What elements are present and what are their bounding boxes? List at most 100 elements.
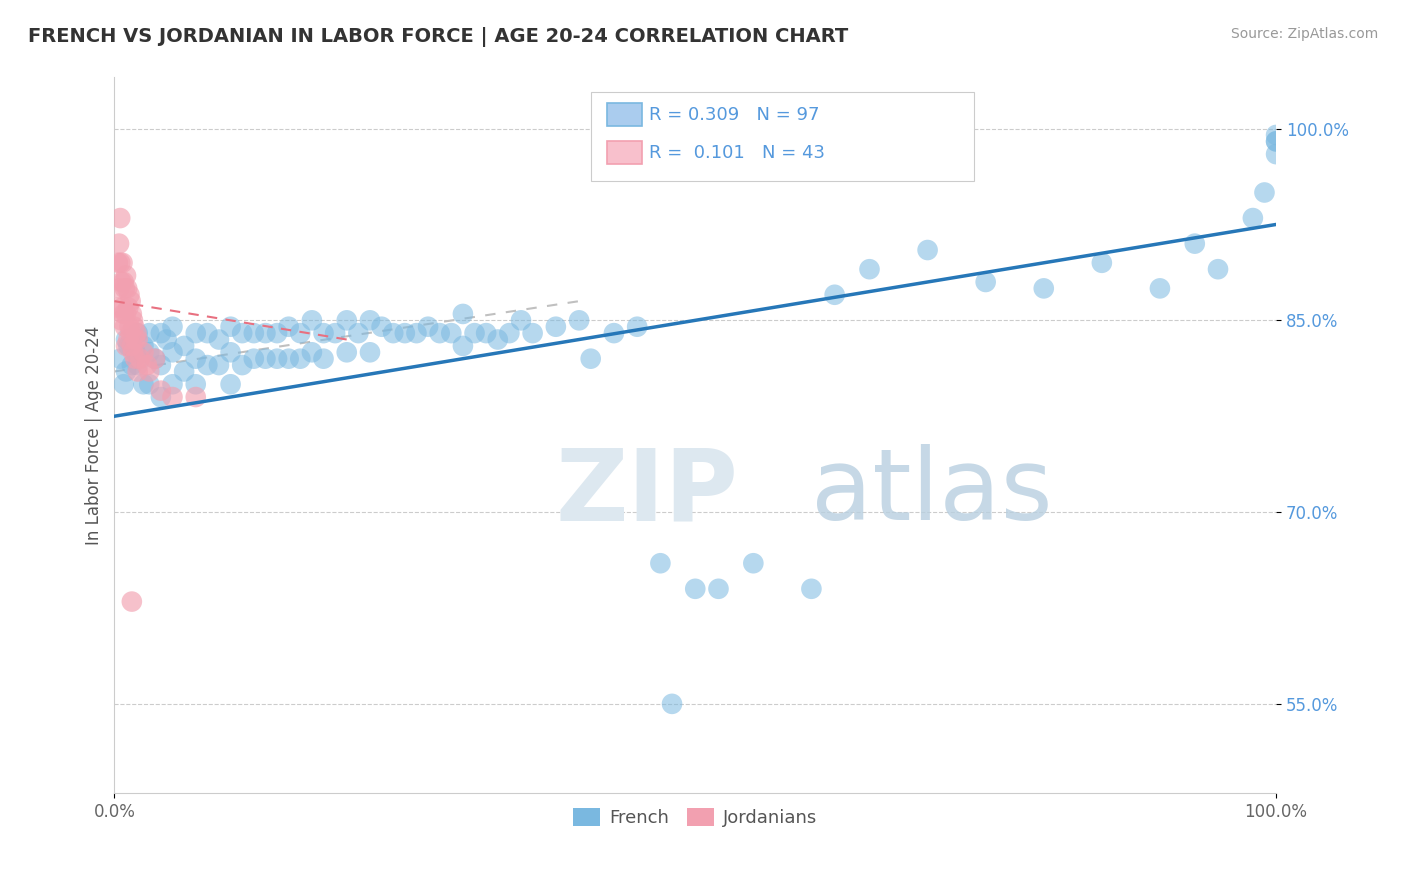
- Jordanians: [112, 307, 135, 321]
- French: [138, 326, 160, 340]
- Jordanians: [108, 281, 131, 295]
- French: [115, 364, 138, 378]
- Jordanians: [127, 333, 149, 347]
- French: [974, 275, 997, 289]
- French: [336, 345, 359, 359]
- Text: Source: ZipAtlas.com: Source: ZipAtlas.com: [1230, 27, 1378, 41]
- Jordanians: [117, 301, 139, 315]
- French: [110, 351, 132, 366]
- French: [475, 326, 498, 340]
- French: [112, 377, 135, 392]
- French: [498, 326, 520, 340]
- French: [347, 326, 370, 340]
- Text: FRENCH VS JORDANIAN IN LABOR FORCE | AGE 20-24 CORRELATION CHART: FRENCH VS JORDANIAN IN LABOR FORCE | AGE…: [28, 27, 848, 46]
- FancyBboxPatch shape: [591, 92, 974, 181]
- French: [149, 326, 172, 340]
- French: [359, 345, 381, 359]
- French: [1265, 134, 1288, 148]
- French: [336, 313, 359, 327]
- Jordanians: [132, 345, 155, 359]
- French: [301, 313, 323, 327]
- French: [568, 313, 591, 327]
- French: [121, 358, 143, 372]
- French: [173, 339, 195, 353]
- French: [544, 319, 567, 334]
- French: [1206, 262, 1229, 277]
- French: [124, 345, 146, 359]
- Jordanians: [110, 256, 132, 270]
- Jordanians: [115, 339, 138, 353]
- French: [416, 319, 439, 334]
- Jordanians: [124, 333, 146, 347]
- Jordanians: [107, 301, 129, 315]
- French: [312, 351, 335, 366]
- French: [219, 345, 242, 359]
- Jordanians: [138, 364, 160, 378]
- Jordanians: [108, 236, 131, 251]
- Jordanians: [114, 281, 136, 295]
- French: [143, 351, 166, 366]
- French: [486, 333, 509, 347]
- French: [254, 351, 277, 366]
- French: [149, 390, 172, 404]
- French: [149, 358, 172, 372]
- Jordanians: [149, 384, 172, 398]
- French: [359, 313, 381, 327]
- Text: ZIP: ZIP: [555, 444, 738, 541]
- French: [290, 326, 312, 340]
- Jordanians: [162, 390, 184, 404]
- French: [219, 377, 242, 392]
- French: [138, 345, 160, 359]
- French: [312, 326, 335, 340]
- Text: R = 0.309   N = 97: R = 0.309 N = 97: [648, 105, 820, 124]
- Jordanians: [120, 326, 142, 340]
- French: [266, 351, 288, 366]
- French: [208, 358, 231, 372]
- French: [1091, 256, 1114, 270]
- Jordanians: [125, 326, 148, 340]
- French: [219, 319, 242, 334]
- French: [127, 326, 149, 340]
- French: [742, 556, 765, 570]
- French: [277, 319, 299, 334]
- French: [162, 345, 184, 359]
- Jordanians: [110, 275, 132, 289]
- Jordanians: [127, 364, 149, 378]
- French: [162, 377, 184, 392]
- French: [603, 326, 626, 340]
- FancyBboxPatch shape: [607, 103, 641, 126]
- Y-axis label: In Labor Force | Age 20-24: In Labor Force | Age 20-24: [86, 326, 103, 545]
- French: [117, 339, 139, 353]
- Text: R =  0.101   N = 43: R = 0.101 N = 43: [648, 144, 825, 161]
- French: [917, 243, 939, 257]
- Jordanians: [107, 256, 129, 270]
- Jordanians: [114, 319, 136, 334]
- French: [451, 307, 474, 321]
- Jordanians: [129, 351, 152, 366]
- French: [301, 345, 323, 359]
- French: [382, 326, 405, 340]
- Jordanians: [121, 594, 143, 608]
- French: [661, 697, 683, 711]
- French: [1265, 134, 1288, 148]
- Jordanians: [122, 313, 145, 327]
- Jordanians: [121, 307, 143, 321]
- Jordanians: [143, 351, 166, 366]
- French: [1032, 281, 1054, 295]
- Jordanians: [121, 339, 143, 353]
- French: [243, 326, 266, 340]
- French: [1253, 186, 1275, 200]
- French: [370, 319, 392, 334]
- French: [707, 582, 730, 596]
- Jordanians: [124, 351, 146, 366]
- Jordanians: [122, 345, 145, 359]
- French: [132, 339, 155, 353]
- French: [464, 326, 486, 340]
- French: [650, 556, 672, 570]
- French: [800, 582, 823, 596]
- French: [195, 326, 218, 340]
- French: [323, 326, 346, 340]
- Jordanians: [115, 307, 138, 321]
- French: [429, 326, 451, 340]
- French: [1149, 281, 1171, 295]
